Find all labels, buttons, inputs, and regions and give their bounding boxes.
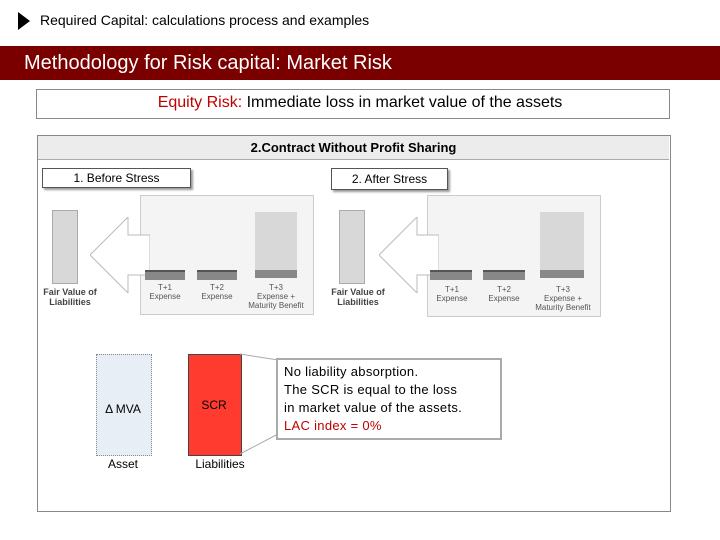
panel-header bbox=[38, 136, 669, 160]
mva-label: Δ MVA bbox=[105, 402, 141, 416]
banner-title: Methodology for Risk capital: Market Ris… bbox=[24, 52, 392, 74]
subtitle-rest: Immediate loss in market value of the as… bbox=[242, 94, 563, 111]
t2-bar bbox=[483, 270, 525, 280]
t3-label: T+3 Expense + Maturity Benefit bbox=[535, 285, 591, 312]
t3-bar bbox=[540, 212, 584, 278]
panel-title: 2.Contract Without Profit Sharing bbox=[250, 140, 457, 155]
fair-value-bar bbox=[339, 210, 365, 284]
fair-value-label: Fair Value of Liabilities bbox=[43, 287, 97, 307]
t2-label: T+2 Expense bbox=[488, 285, 520, 303]
after-stress-label: 2. After Stress bbox=[331, 168, 448, 190]
t2-bar bbox=[197, 270, 237, 280]
left-arrow-icon bbox=[379, 217, 439, 293]
subtitle-box bbox=[36, 89, 670, 119]
callout-line-3: in market value of the assets. bbox=[284, 400, 463, 415]
t3-label: T+3 Expense + Maturity Benefit bbox=[248, 283, 304, 310]
after-stress-diagram: Fair Value of Liabilities T+1 Expense T+2 E… bbox=[327, 195, 602, 317]
before-stress-label: 1. Before Stress bbox=[42, 168, 191, 188]
t2-label: T+2 Expense bbox=[201, 283, 233, 301]
subtitle: Equity Risk: Immediate loss in market va… bbox=[0, 94, 720, 112]
lac-index: LAC index = 0% bbox=[284, 418, 382, 433]
page-title: Required Capital: calculations process a… bbox=[40, 12, 370, 28]
callout-line-2: The SCR is equal to the loss bbox=[284, 382, 458, 397]
callout-box bbox=[276, 358, 502, 440]
callout-text: No liability absorption. The SCR is equa… bbox=[284, 363, 498, 435]
play-arrow-icon bbox=[18, 12, 30, 30]
asset-label: Asset bbox=[107, 457, 138, 471]
left-arrow-icon bbox=[90, 217, 150, 293]
section-banner bbox=[0, 46, 720, 80]
t1-label: T+1 Expense bbox=[436, 285, 468, 303]
t1-bar bbox=[145, 270, 185, 280]
callout-connector bbox=[240, 353, 279, 455]
t1-bar bbox=[430, 270, 472, 280]
liabilities-label: Liabilities bbox=[195, 457, 245, 471]
before-stress-diagram: Fair Value of Liabilities T+1 Expense T+2 E… bbox=[40, 195, 315, 315]
t1-label: T+1 Expense bbox=[149, 283, 181, 301]
asset-mva-column bbox=[96, 354, 152, 456]
fair-value-label: Fair Value of Liabilities bbox=[331, 287, 385, 307]
t3-bar bbox=[255, 212, 297, 278]
subtitle-highlight: Equity Risk: bbox=[157, 94, 243, 111]
scr-label: SCR bbox=[201, 398, 227, 412]
fair-value-bar bbox=[52, 210, 78, 284]
scr-box bbox=[188, 354, 242, 456]
callout-line-1: No liability absorption. bbox=[284, 364, 419, 379]
